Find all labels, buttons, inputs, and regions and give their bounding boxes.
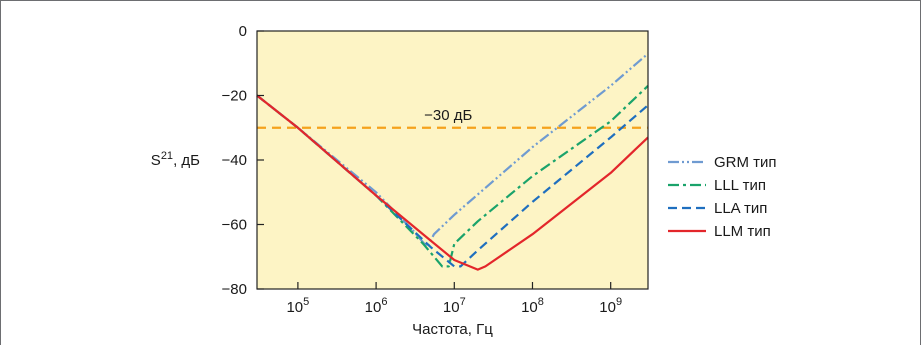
y-tick-label-3: −60 bbox=[222, 217, 247, 234]
legend-label-1: LLL тип bbox=[714, 177, 766, 194]
reference-line-label: −30 дБ bbox=[424, 107, 472, 124]
series-line-3 bbox=[256, 94, 649, 271]
legend-label-0: GRM тип bbox=[714, 154, 777, 171]
x-axis-label: Частота, Гц bbox=[412, 321, 493, 338]
axes-layer: 105 106 107 108 109 0 −20 −40 −60 −80 bbox=[222, 23, 649, 316]
y-axis-label: S21, дБ bbox=[151, 150, 200, 169]
legend: GRM тип LLL тип LLA тип LLM тип bbox=[668, 154, 777, 240]
x-tick-label-2: 107 bbox=[443, 296, 466, 316]
x-tick-label-4: 109 bbox=[599, 296, 622, 316]
x-tick-label-1: 106 bbox=[365, 296, 388, 316]
x-tick-label-0: 105 bbox=[286, 296, 309, 316]
plot-area bbox=[257, 31, 648, 289]
series-line-1 bbox=[256, 85, 649, 268]
legend-label-3: LLM тип bbox=[714, 223, 771, 240]
y-tick-label-0: 0 bbox=[239, 23, 247, 40]
x-tick-label-3: 108 bbox=[521, 296, 544, 316]
series-layer: −30 дБ bbox=[256, 52, 649, 271]
y-tick-label-1: −20 bbox=[222, 88, 247, 105]
y-tick-label-4: −80 bbox=[222, 281, 247, 298]
legend-label-2: LLA тип bbox=[714, 200, 767, 217]
y-tick-label-2: −40 bbox=[222, 152, 247, 169]
